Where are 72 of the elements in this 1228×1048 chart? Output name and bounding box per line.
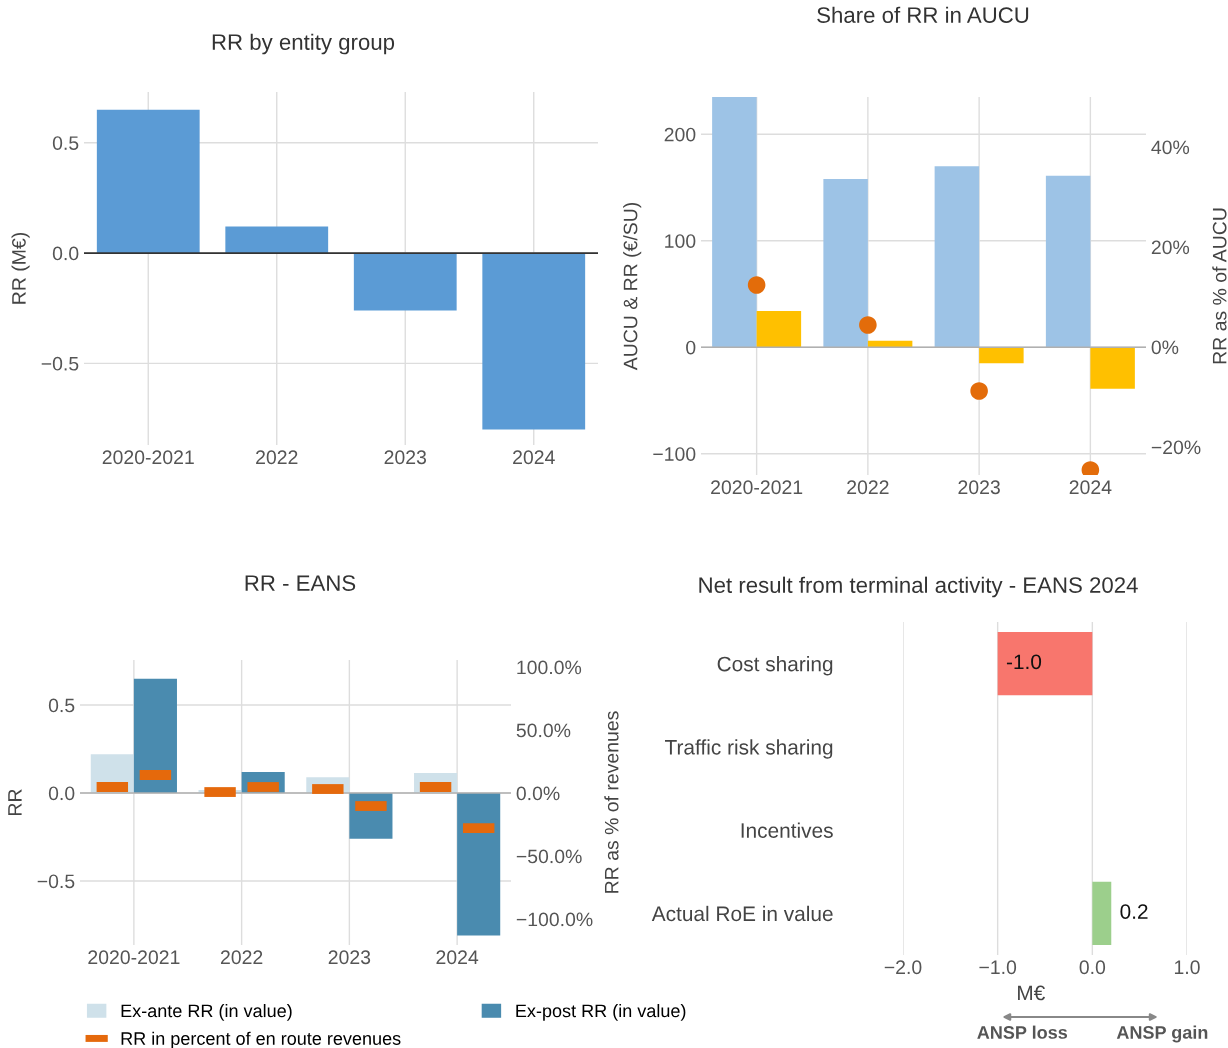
bar [823,178,868,348]
bar [96,109,200,254]
data-label: -1.0 [1006,654,1042,670]
x-tick-label: −1.0 [979,960,1017,975]
y2-tick-label: −50.0% [516,849,582,864]
y2-tick-label: −20% [1151,440,1201,455]
x-tick-label: 2020-2021 [88,950,180,965]
bar [457,793,501,936]
y2-tick-label: 0.0% [516,786,560,801]
point [859,316,877,334]
y-tick-label: Cost sharing [717,656,833,676]
point [970,382,988,400]
chart-title: RR by entity group [212,33,395,55]
bar [712,97,757,348]
y2-tick-label: 40% [1151,140,1190,155]
y-tick-label: 0.5 [48,698,75,713]
y2-axis-title: RR as % of revenues [604,711,619,893]
bar [225,226,329,254]
bar [934,166,980,348]
y-axis-title: RR [8,789,22,815]
x-tick-label: 2022 [256,450,298,465]
y-axis-title: RR (M€) [11,232,30,304]
y-tick-label: 100 [665,234,696,248]
bar [979,347,1024,364]
legend-label: Ex-post RR (in value) [516,1004,686,1021]
y-tick-label: 0.5 [52,136,79,150]
legend-label: RR in percent of en route revenues [121,1031,401,1048]
x-tick-label: 1.0 [1174,960,1200,975]
x-tick-label: 2023 [384,450,427,465]
y2-tick-label: 20% [1151,240,1190,255]
y-tick-label: −0.5 [41,356,79,371]
bar [133,678,177,793]
chart-title: Share of RR in AUCU [817,6,1029,23]
legend-label: Ex-ante RR (in value) [121,1004,292,1021]
y2-tick-label: −100.0% [516,912,593,927]
y-tick-label: Traffic risk sharing [665,739,833,759]
y-tick-label: Incentives [741,822,833,838]
y2-tick-label: 100.0% [517,660,582,675]
y2-tick-label: 0% [1151,340,1179,355]
x-tick-label: 2020-2021 [711,480,803,495]
y2-axis-title: RR as % of AUCU [1212,208,1227,364]
x-tick-label: 2023 [958,480,1000,495]
x-axis-title: M€ [1018,985,1045,1001]
bar [353,253,457,311]
x-tick-label: 2023 [328,950,371,965]
y-axis-title: AUCU & RR (€/SU) [623,202,642,371]
x-tick-label: 2024 [1069,480,1112,495]
text: ANSP loss [977,1025,1068,1039]
y-tick-label: 200 [664,127,696,142]
y-tick-label: Actual RoE in value [651,905,833,922]
y-tick-label: −100 [653,447,696,461]
y-tick-label: 0 [686,340,696,355]
x-tick-label: 2020-2021 [102,450,194,465]
x-tick-label: 2022 [220,950,263,965]
point [747,276,766,294]
y2-tick-label: 50.0% [516,723,571,738]
y-tick-label: −0.5 [37,874,75,889]
data-label: 0.2 [1120,904,1148,919]
x-tick-label: 2024 [513,450,555,465]
x-tick-label: 2024 [436,950,479,965]
x-tick-label: −2.0 [884,960,922,975]
chart-title: RR - EANS [245,575,356,591]
chart-title: Net result from terminal activity - EANS 2024 [699,576,1138,598]
bar [1090,347,1135,389]
bar [1045,175,1091,348]
x-tick-label: 0.0 [1079,960,1106,975]
bar [756,311,802,348]
bar [482,253,586,430]
y-tick-label: 0.0 [52,246,79,261]
text: ANSP gain [1116,1025,1208,1043]
y-tick-label: 0.0 [48,786,75,801]
x-tick-label: 2022 [847,480,889,495]
